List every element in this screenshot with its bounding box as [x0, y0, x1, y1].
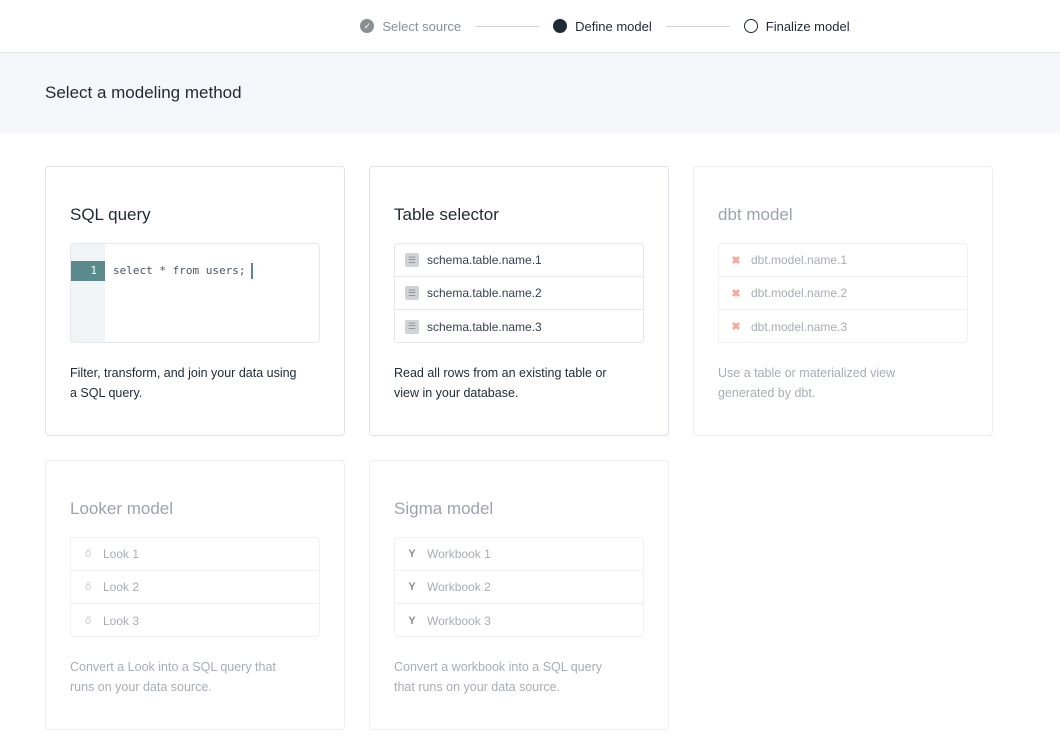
looker-list: ő Look 1 ő Look 2 ő Look 3 — [70, 537, 320, 637]
line-number: 1 — [71, 261, 105, 281]
step-finalize-model: Finalize model — [743, 19, 850, 34]
card-title: Sigma model — [394, 499, 494, 518]
list-item: ő Look 2 — [71, 571, 319, 604]
table-icon: ☰ — [405, 319, 419, 334]
check-icon: ✓ — [360, 19, 375, 33]
dbt-icon: ✖ — [731, 254, 741, 267]
list-item: Y Workbook 1 — [395, 538, 643, 571]
card-table-selector[interactable]: Table selector ☰ schema.table.name.1 ☰ sch… — [369, 166, 669, 436]
text-cursor — [251, 263, 254, 279]
step-connector — [475, 25, 540, 27]
list-item: Y Workbook 3 — [395, 604, 643, 636]
step-define-model: Define model — [553, 19, 652, 34]
sql-editor-preview: 1 select * from users; — [70, 243, 320, 343]
sigma-icon: Y — [408, 548, 416, 560]
step-select-source[interactable]: ✓ Select source — [360, 19, 461, 34]
sigma-icon: Y — [408, 581, 416, 593]
card-title: dbt model — [718, 205, 793, 224]
card-title: Looker model — [70, 499, 174, 518]
card-description: Filter, transform, and join your data us… — [70, 366, 297, 400]
table-list: ☰ schema.table.name.1 ☰ schema.table.name.… — [394, 243, 644, 343]
card-description: Convert a workbook into a SQL query that… — [394, 660, 602, 694]
list-item: ő Look 3 — [71, 604, 319, 636]
list-item: ☰ schema.table.name.3 — [395, 310, 643, 342]
list-item: Y Workbook 2 — [395, 571, 643, 604]
list-item: ✖ dbt.model.name.3 — [719, 310, 967, 342]
list-item: ✖ dbt.model.name.1 — [719, 244, 967, 277]
page-title: Select a modeling method — [45, 83, 242, 102]
list-item: ☰ schema.table.name.2 — [395, 277, 643, 310]
stepper: ✓ Select source Define model Finalize mod… — [0, 0, 1060, 53]
card-dbt-model: dbt model ✖ dbt.model.name.1 ✖ dbt.model.n… — [693, 166, 993, 436]
looker-icon: ő — [84, 548, 92, 560]
sigma-list: Y Workbook 1 Y Workbook 2 Y Workbook 3 — [394, 537, 644, 637]
sql-code: select * from users; — [113, 264, 246, 277]
card-description: Use a table or materialized view generat… — [718, 366, 896, 400]
card-sql-query[interactable]: SQL query 1 select * from users; Filter,… — [45, 166, 345, 436]
step-connector — [665, 25, 730, 27]
dbt-model-list: ✖ dbt.model.name.1 ✖ dbt.model.name.2 ✖ dbt… — [718, 243, 968, 343]
current-step-icon — [553, 19, 568, 33]
sigma-icon: Y — [408, 614, 416, 627]
looker-icon: ő — [84, 614, 92, 627]
card-title: SQL query — [70, 205, 151, 224]
dbt-icon: ✖ — [731, 321, 741, 333]
looker-icon: ő — [84, 581, 92, 593]
pending-step-icon — [743, 19, 758, 33]
page-header: Select a modeling method — [0, 53, 1060, 133]
card-title: Table selector — [394, 205, 499, 224]
card-description: Convert a Look into a SQL query that run… — [70, 660, 276, 694]
card-sigma-model: Sigma model Y Workbook 1 Y Workbook 2 Y Wor… — [369, 460, 669, 730]
list-item: ☰ schema.table.name.1 — [395, 244, 643, 277]
card-description: Read all rows from an existing table or … — [394, 366, 607, 400]
dbt-icon: ✖ — [731, 287, 741, 300]
table-icon: ☰ — [405, 286, 419, 300]
list-item: ő Look 1 — [71, 538, 319, 571]
table-icon: ☰ — [405, 253, 419, 267]
card-looker-model: Looker model ő Look 1 ő Look 2 ő Look 3 Con… — [45, 460, 345, 730]
list-item: ✖ dbt.model.name.2 — [719, 277, 967, 310]
